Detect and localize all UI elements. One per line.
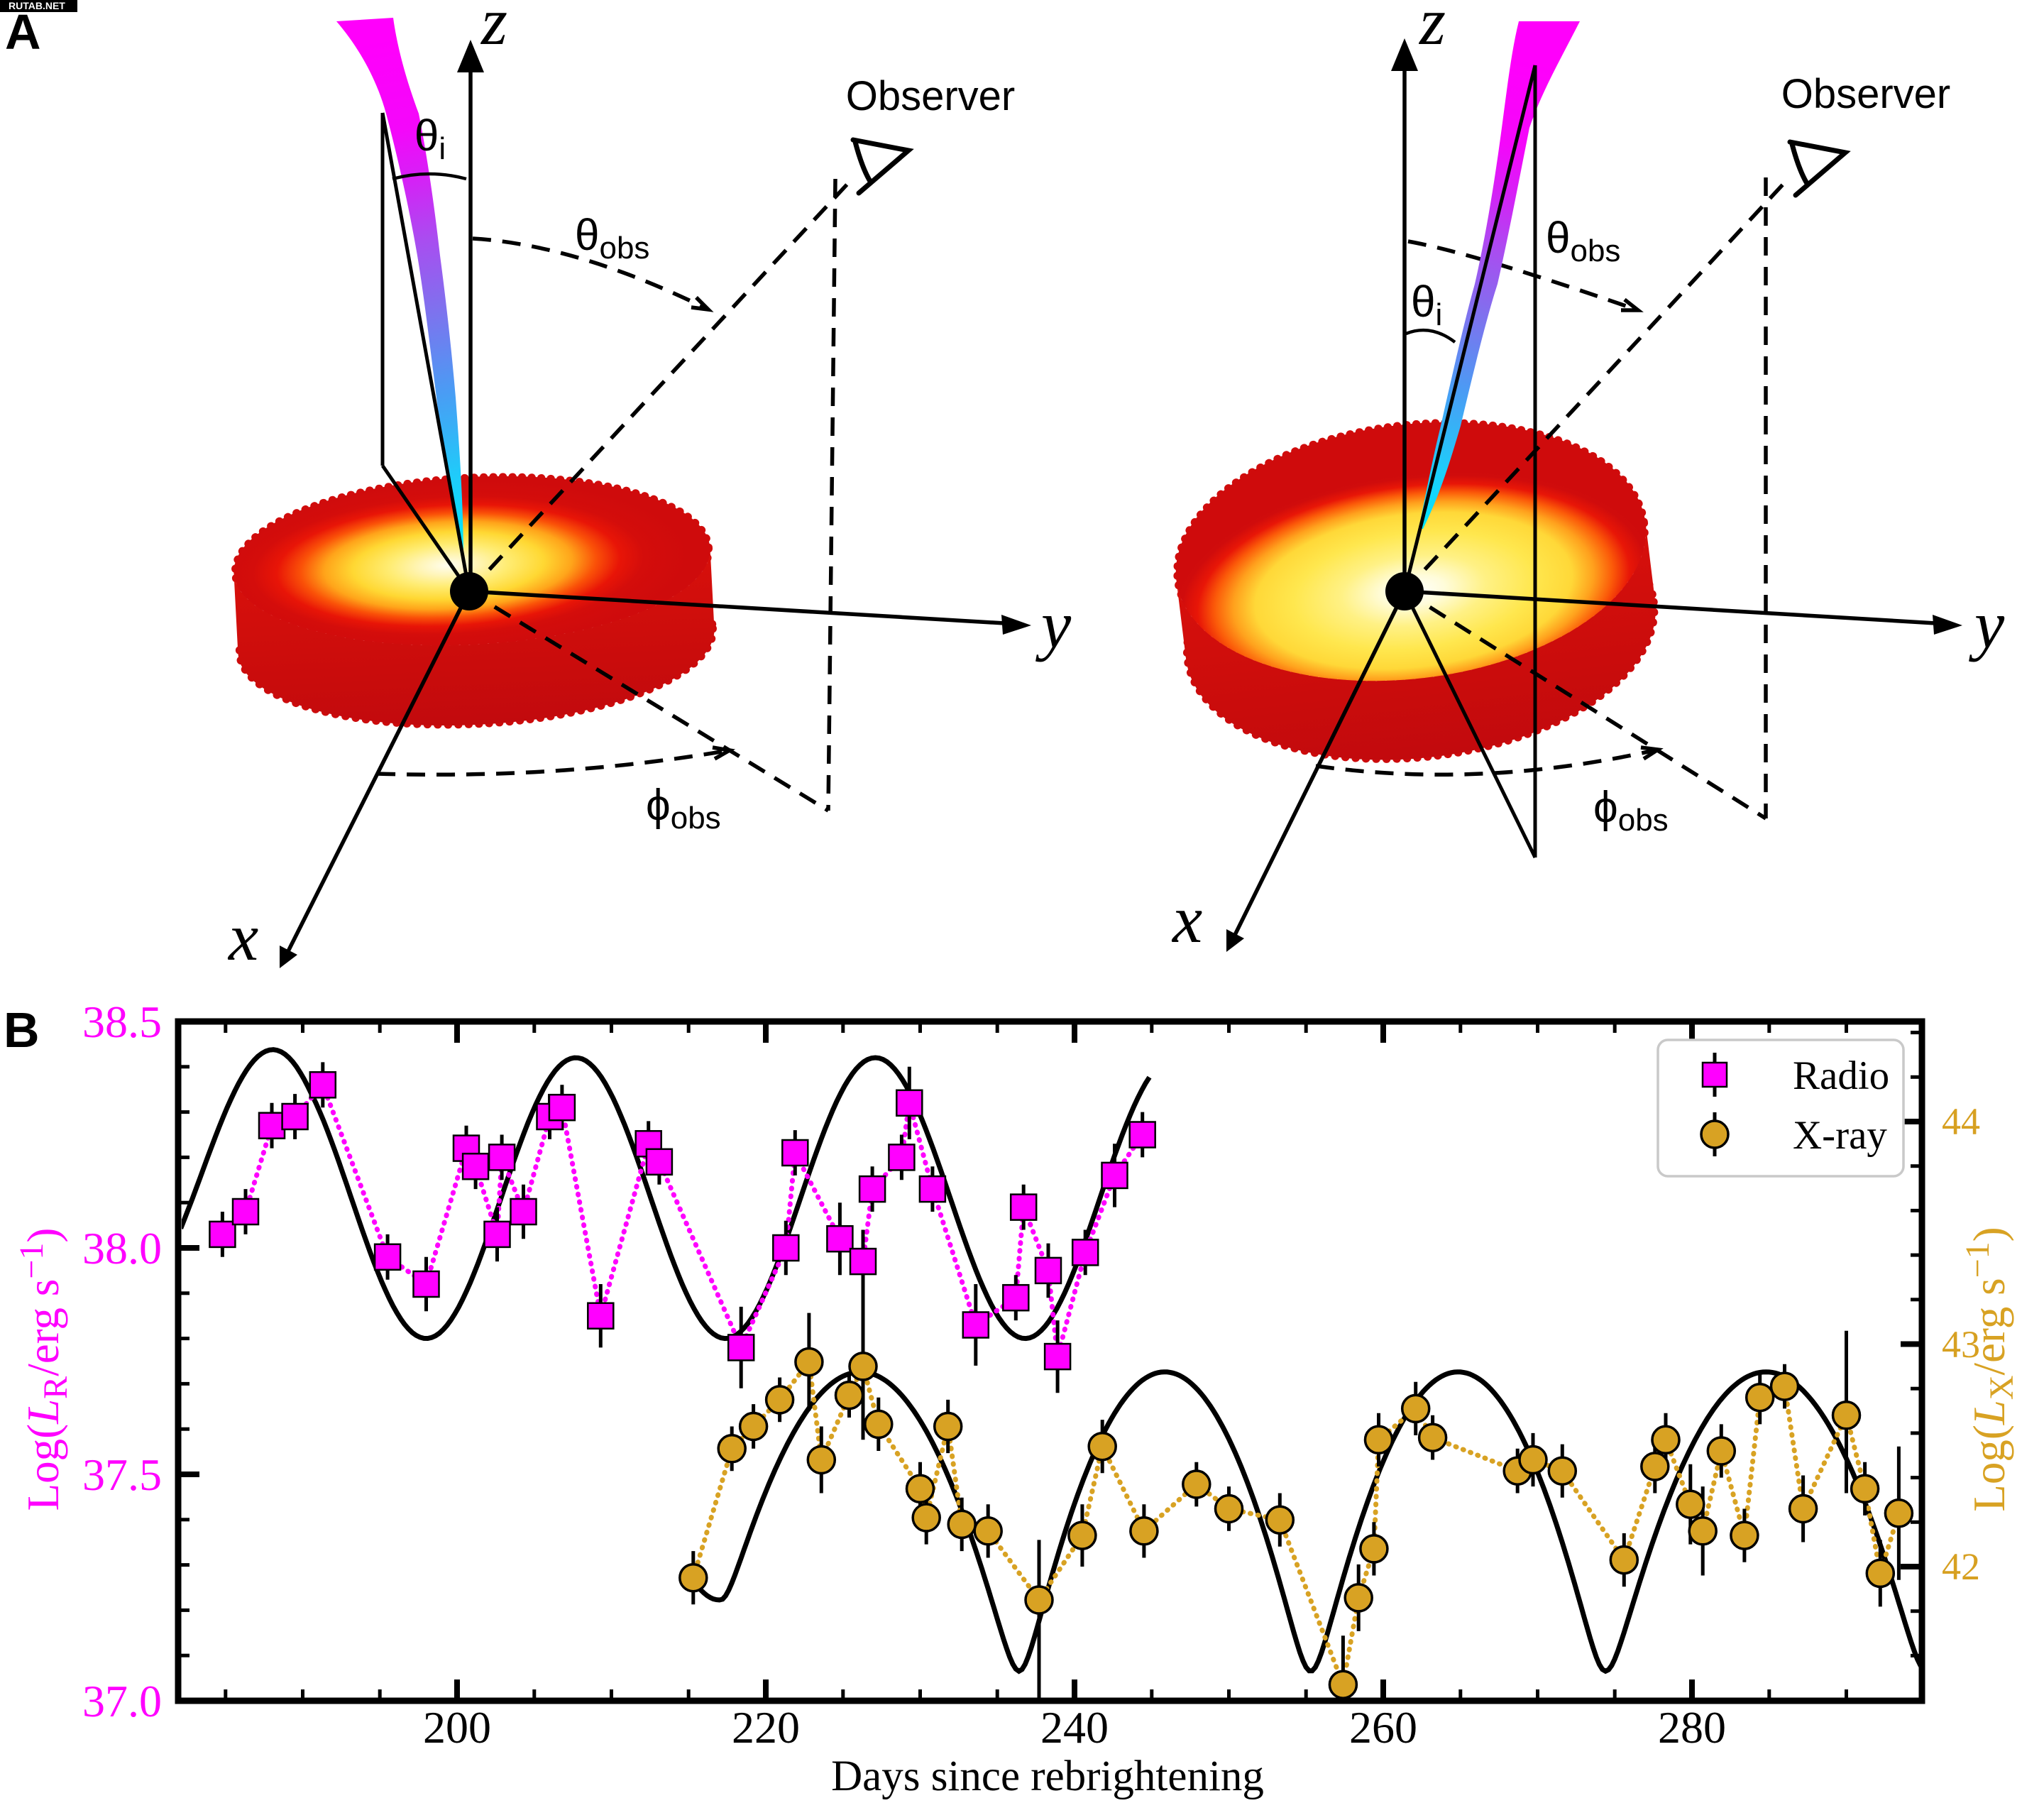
svg-text:44: 44 xyxy=(1942,1100,1980,1143)
svg-text:280: 280 xyxy=(1658,1702,1726,1753)
svg-text:220: 220 xyxy=(732,1702,800,1753)
svg-text:z: z xyxy=(1418,0,1446,59)
svg-text:38.5: 38.5 xyxy=(82,997,162,1047)
svg-text:y: y xyxy=(1969,587,2005,662)
svg-text:Log(LX/erg s−1): Log(LX/erg s−1) xyxy=(1959,1227,2021,1511)
svg-text:X-ray: X-ray xyxy=(1793,1113,1887,1158)
svg-text:200: 200 xyxy=(423,1702,491,1753)
svg-text:260: 260 xyxy=(1349,1702,1417,1753)
svg-text:z: z xyxy=(480,0,507,59)
svg-text:43: 43 xyxy=(1942,1323,1980,1366)
svg-text:42: 42 xyxy=(1942,1545,1980,1588)
svg-text:Observer: Observer xyxy=(846,73,1016,119)
svg-text:37.0: 37.0 xyxy=(82,1676,162,1726)
svg-text:Days since rebrightening: Days since rebrightening xyxy=(831,1753,1264,1800)
svg-text:y: y xyxy=(1035,587,1072,662)
svg-text:RUTAB.NET: RUTAB.NET xyxy=(9,0,65,11)
svg-text:Observer: Observer xyxy=(1781,71,1951,117)
svg-text:x: x xyxy=(227,899,258,975)
svg-text:B: B xyxy=(4,1002,40,1058)
svg-text:x: x xyxy=(1171,882,1202,957)
svg-text:Log(LR/erg s−1): Log(LR/erg s−1) xyxy=(13,1228,75,1511)
svg-text:37.5: 37.5 xyxy=(82,1449,162,1500)
svg-text:Radio: Radio xyxy=(1793,1053,1889,1098)
svg-text:38.0: 38.0 xyxy=(82,1223,162,1273)
svg-text:A: A xyxy=(5,4,41,60)
svg-text:240: 240 xyxy=(1040,1702,1109,1753)
